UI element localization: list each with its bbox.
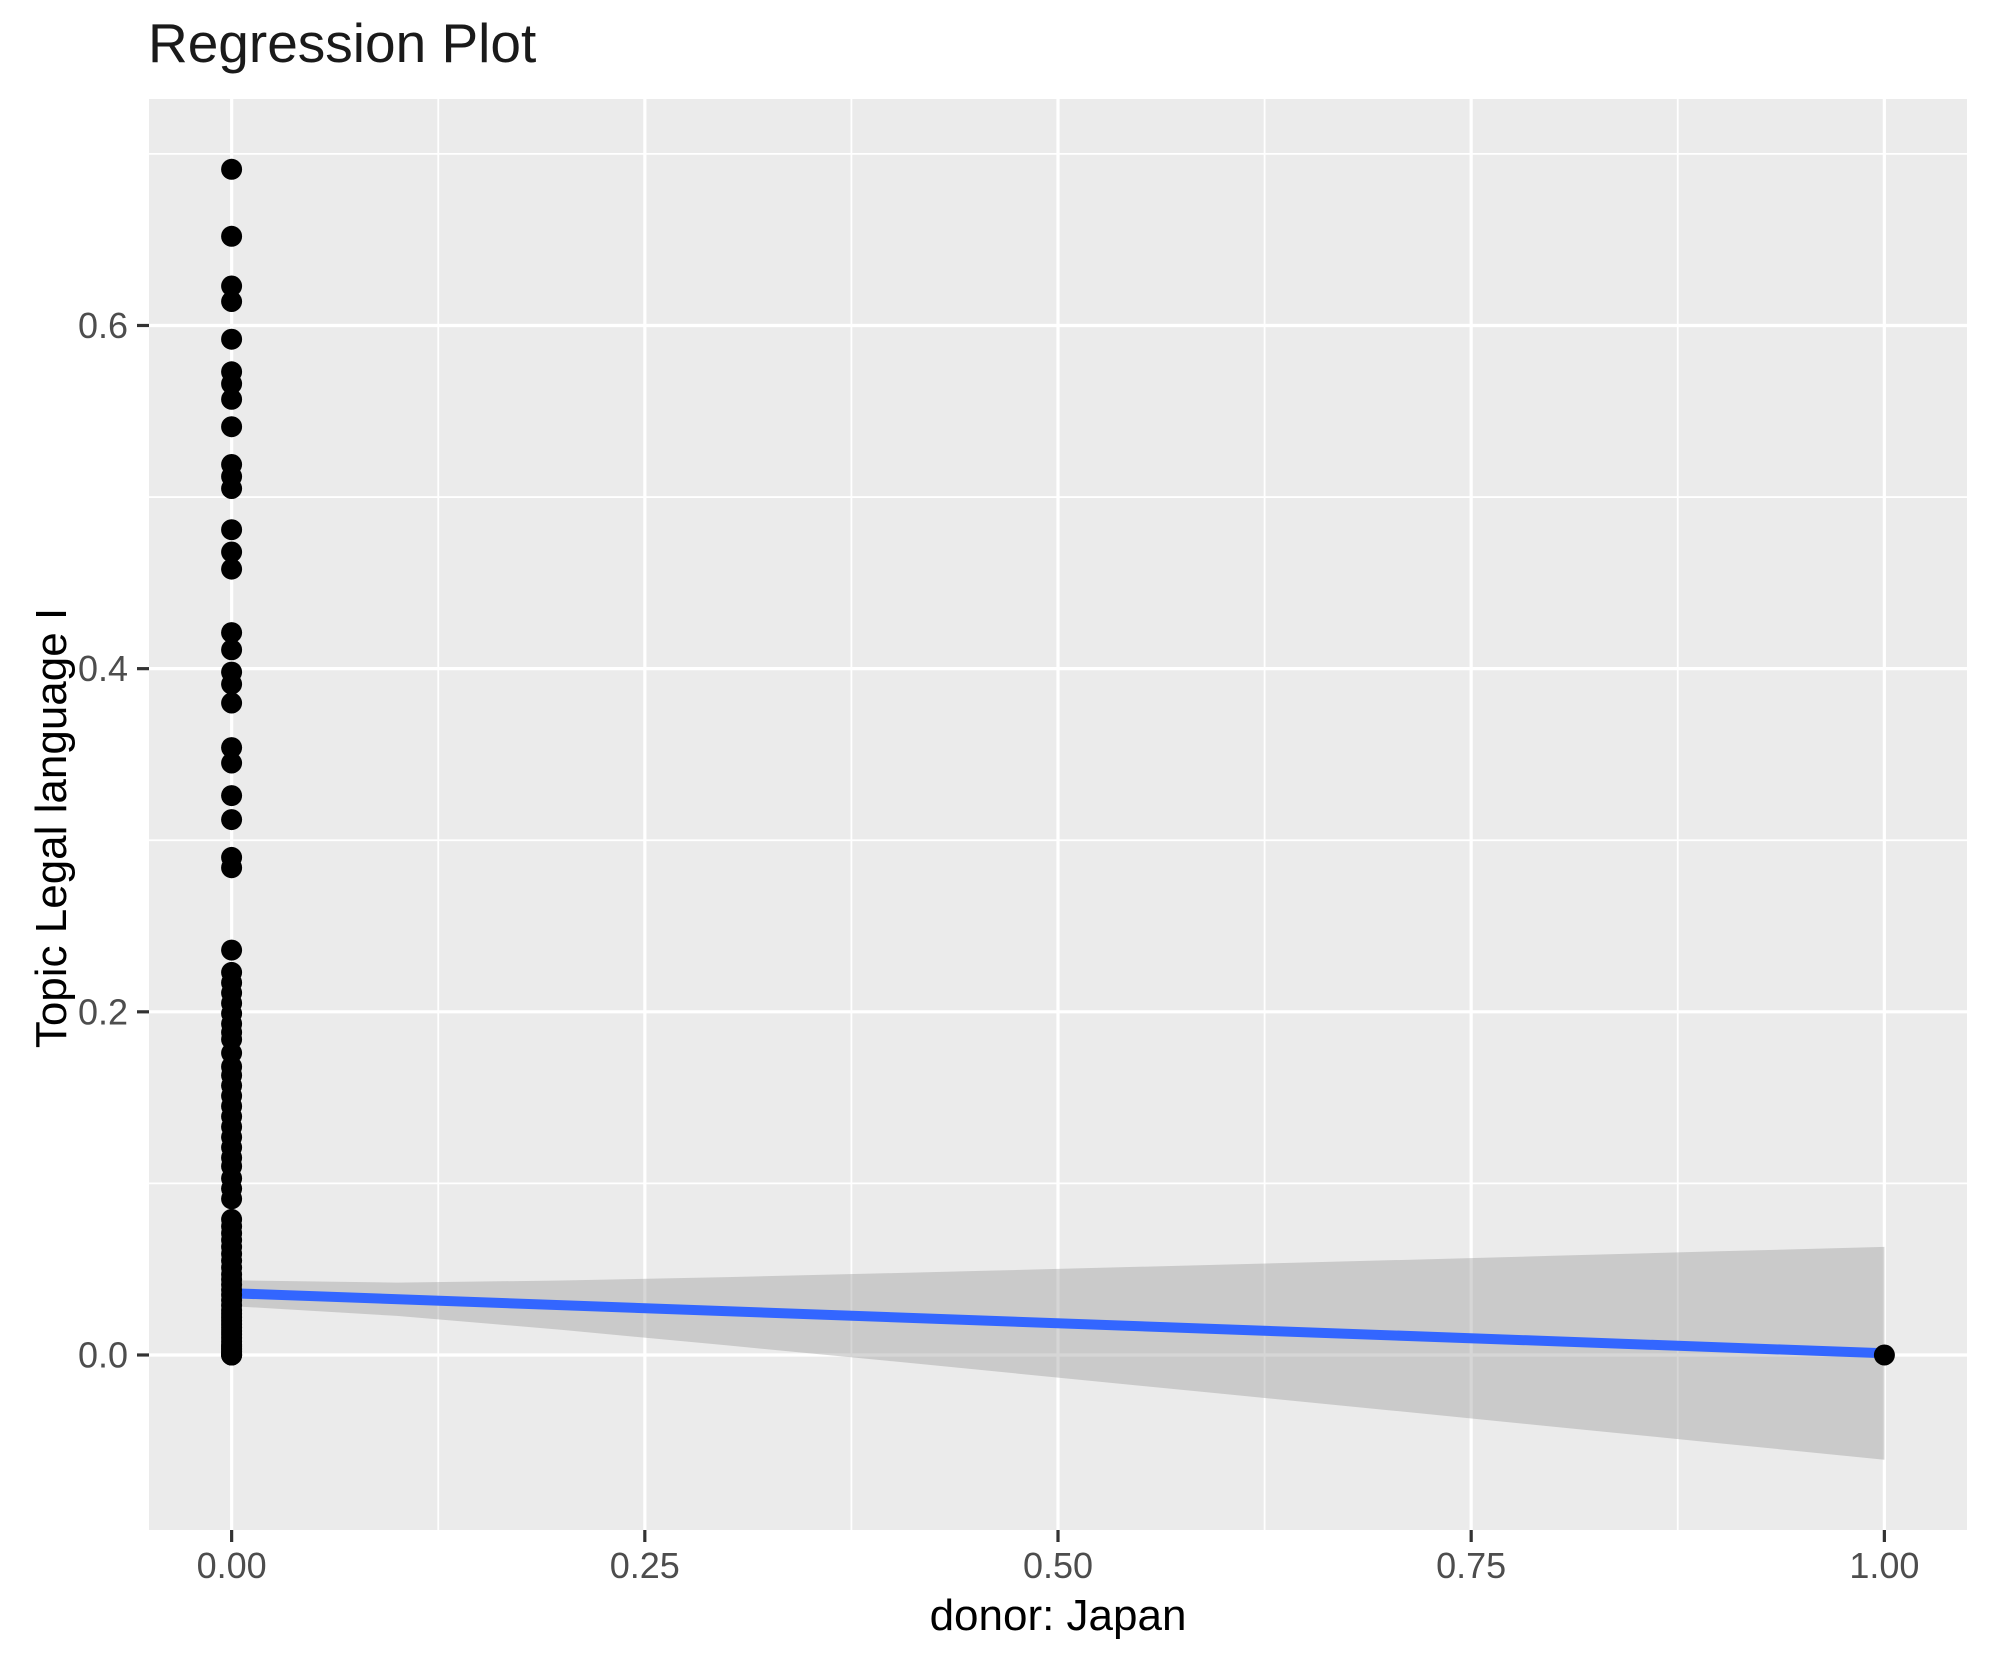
regression-line-segment <box>226 1288 1890 1359</box>
data-point <box>221 752 243 774</box>
data-point <box>1873 1344 1895 1366</box>
data-point <box>221 692 243 714</box>
axis-ticks <box>137 323 1886 1542</box>
data-point <box>221 809 243 831</box>
data-point <box>221 158 243 180</box>
confidence-band <box>231 1246 1885 1460</box>
data-point <box>221 373 243 395</box>
data-point <box>221 1188 243 1210</box>
data-points <box>221 158 1895 1366</box>
y-tick-label: 0.6 <box>78 305 128 346</box>
chart-title: Regression Plot <box>148 12 536 74</box>
x-tick-label: 1.00 <box>1849 1545 1919 1586</box>
data-point <box>221 673 243 695</box>
data-point <box>221 939 243 961</box>
data-point <box>221 1344 243 1366</box>
data-point <box>221 291 243 312</box>
data-point <box>221 519 243 541</box>
x-tick-label: 0.75 <box>1436 1545 1506 1586</box>
data-point <box>221 328 243 350</box>
y-tick-label: 0.0 <box>78 1334 128 1375</box>
data-point <box>221 622 243 644</box>
data-point <box>221 388 243 410</box>
data-point <box>221 785 243 807</box>
ci-band-polygon <box>231 1246 1885 1460</box>
data-point <box>221 478 243 499</box>
x-tick-label: 0.50 <box>1023 1545 1093 1586</box>
data-point <box>221 275 243 297</box>
data-point <box>221 558 243 580</box>
x-tick-label: 0.00 <box>197 1545 267 1586</box>
regression-line <box>226 1288 1890 1359</box>
data-point <box>221 857 243 879</box>
y-axis-title: Topic Legal language I <box>27 608 76 1048</box>
data-point <box>221 737 243 759</box>
data-point <box>221 225 243 247</box>
y-tick-label: 0.2 <box>78 991 128 1032</box>
x-tick-label: 0.25 <box>610 1545 680 1586</box>
data-point <box>221 416 243 438</box>
data-point <box>221 541 243 563</box>
y-tick-label: 0.4 <box>78 648 128 689</box>
x-axis-title: donor: Japan <box>930 1591 1187 1640</box>
axis-tick-labels: 0.00 0.25 0.50 0.75 1.00 0.0 0.2 0.4 0.6 <box>78 305 1919 1586</box>
data-point <box>221 639 243 661</box>
